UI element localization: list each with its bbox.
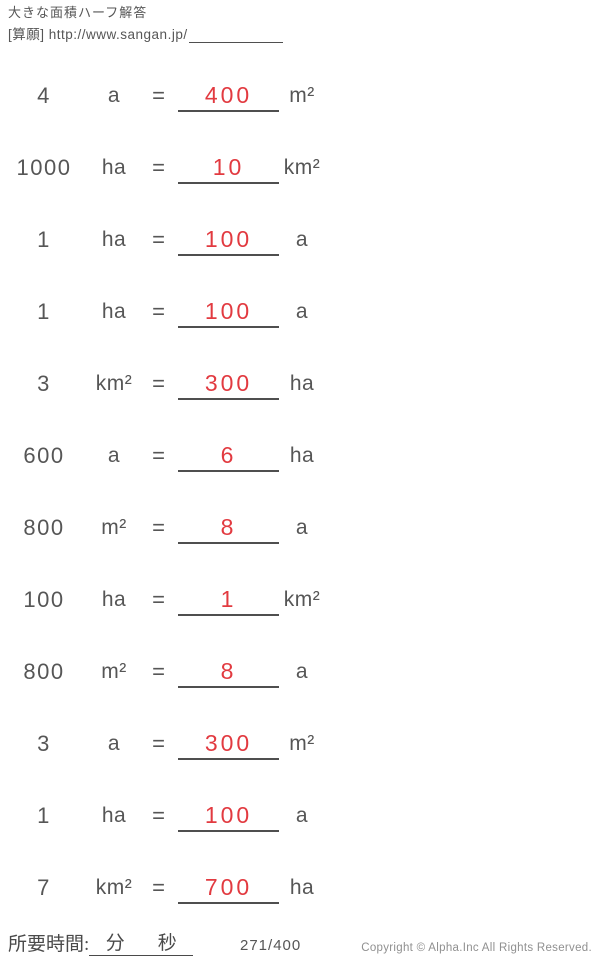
result-unit: a xyxy=(295,516,309,539)
copyright-notice: Copyright © Alpha.Inc All Rights Reserve… xyxy=(361,942,592,954)
answer-blank: 100 xyxy=(178,800,279,832)
given-value: 800 xyxy=(23,659,65,684)
given-value: 600 xyxy=(23,443,65,468)
equals-sign: = xyxy=(152,587,165,612)
conversion-row: 600 a = 6 ha xyxy=(0,420,600,492)
result-unit: a xyxy=(295,300,309,323)
conversion-row: 800 m² = 8 a xyxy=(0,636,600,708)
conversion-row: 1 ha = 100 a xyxy=(0,276,600,348)
equals-sign: = xyxy=(152,227,165,252)
equals-sign: = xyxy=(152,299,165,324)
answer-blank: 300 xyxy=(178,728,279,760)
conversion-row: 1 ha = 100 a xyxy=(0,780,600,852)
given-unit: km² xyxy=(95,876,133,899)
given-unit: ha xyxy=(101,156,127,179)
answer-value: 400 xyxy=(204,82,253,108)
given-value: 3 xyxy=(37,731,51,756)
conversion-list: 4 a = 400 m² 1000 ha = 10 km² 1 ha = 100… xyxy=(0,60,600,924)
equals-sign: = xyxy=(152,875,165,900)
answer-value: 300 xyxy=(204,370,253,396)
answer-value: 6 xyxy=(220,442,237,468)
given-value: 800 xyxy=(23,515,65,540)
given-value: 1000 xyxy=(16,155,72,180)
given-value: 1 xyxy=(37,803,51,828)
result-unit: m² xyxy=(289,84,315,107)
given-value: 4 xyxy=(37,83,51,108)
conversion-row: 800 m² = 8 a xyxy=(0,492,600,564)
source-line: [算願] http://www.sangan.jp/ xyxy=(8,23,283,43)
equals-sign: = xyxy=(152,731,165,756)
given-value: 3 xyxy=(37,371,51,396)
minutes-label: 分 xyxy=(105,933,125,954)
conversion-row: 7 km² = 700 ha xyxy=(0,852,600,924)
equals-sign: = xyxy=(152,515,165,540)
answer-blank: 100 xyxy=(178,296,279,328)
result-unit: m² xyxy=(289,732,315,755)
url-blank-line xyxy=(188,29,283,43)
source-url: [算願] http://www.sangan.jp/ xyxy=(8,27,188,42)
equals-sign: = xyxy=(152,155,165,180)
seconds-label: 秒 xyxy=(157,933,177,954)
given-unit: m² xyxy=(101,516,127,539)
given-value: 100 xyxy=(23,587,65,612)
answer-value: 1 xyxy=(220,586,237,612)
answer-blank: 300 xyxy=(178,368,279,400)
answer-blank: 8 xyxy=(178,512,279,544)
given-unit: a xyxy=(107,444,121,467)
given-unit: km² xyxy=(95,372,133,395)
answer-blank: 700 xyxy=(178,872,279,904)
result-unit: km² xyxy=(283,156,321,179)
answer-value: 100 xyxy=(204,298,253,324)
equals-sign: = xyxy=(152,803,165,828)
conversion-row: 1000 ha = 10 km² xyxy=(0,132,600,204)
conversion-row: 4 a = 400 m² xyxy=(0,60,600,132)
result-unit: a xyxy=(295,228,309,251)
equals-sign: = xyxy=(152,83,165,108)
result-unit: ha xyxy=(289,444,315,467)
given-value: 1 xyxy=(37,299,51,324)
answer-value: 8 xyxy=(220,514,237,540)
answer-value: 10 xyxy=(212,154,245,180)
conversion-row: 100 ha = 1 km² xyxy=(0,564,600,636)
given-unit: ha xyxy=(101,588,127,611)
worksheet-footer: 所要時間: 分 秒 271/400 Copyright © Alpha.Inc … xyxy=(8,930,592,958)
time-taken: 所要時間: 分 秒 xyxy=(8,929,194,956)
given-unit: a xyxy=(107,84,121,107)
result-unit: ha xyxy=(289,876,315,899)
answer-value: 100 xyxy=(204,802,253,828)
page-indicator: 271/400 xyxy=(240,937,302,954)
answer-blank: 400 xyxy=(178,80,279,112)
answer-value: 100 xyxy=(204,226,253,252)
answer-value: 300 xyxy=(204,730,253,756)
answer-value: 8 xyxy=(220,658,237,684)
given-unit: ha xyxy=(101,300,127,323)
worksheet-header: 大きな面積ハーフ解答 [算願] http://www.sangan.jp/ xyxy=(8,5,283,43)
given-unit: m² xyxy=(101,660,127,683)
result-unit: a xyxy=(295,660,309,683)
given-unit: ha xyxy=(101,804,127,827)
result-unit: km² xyxy=(283,588,321,611)
conversion-row: 3 km² = 300 ha xyxy=(0,348,600,420)
time-blank-line: 分 秒 xyxy=(89,932,194,956)
conversion-row: 3 a = 300 m² xyxy=(0,708,600,780)
answer-blank: 1 xyxy=(178,584,279,616)
answer-blank: 100 xyxy=(178,224,279,256)
given-unit: a xyxy=(107,732,121,755)
answer-value: 700 xyxy=(204,874,253,900)
given-unit: ha xyxy=(101,228,127,251)
worksheet-title: 大きな面積ハーフ解答 xyxy=(8,5,148,20)
given-value: 1 xyxy=(37,227,51,252)
result-unit: ha xyxy=(289,372,315,395)
conversion-row: 1 ha = 100 a xyxy=(0,204,600,276)
answer-blank: 8 xyxy=(178,656,279,688)
equals-sign: = xyxy=(152,371,165,396)
given-value: 7 xyxy=(37,875,51,900)
answer-blank: 10 xyxy=(178,152,279,184)
equals-sign: = xyxy=(152,443,165,468)
equals-sign: = xyxy=(152,659,165,684)
answer-blank: 6 xyxy=(178,440,279,472)
time-taken-label: 所要時間: xyxy=(8,934,90,955)
result-unit: a xyxy=(295,804,309,827)
